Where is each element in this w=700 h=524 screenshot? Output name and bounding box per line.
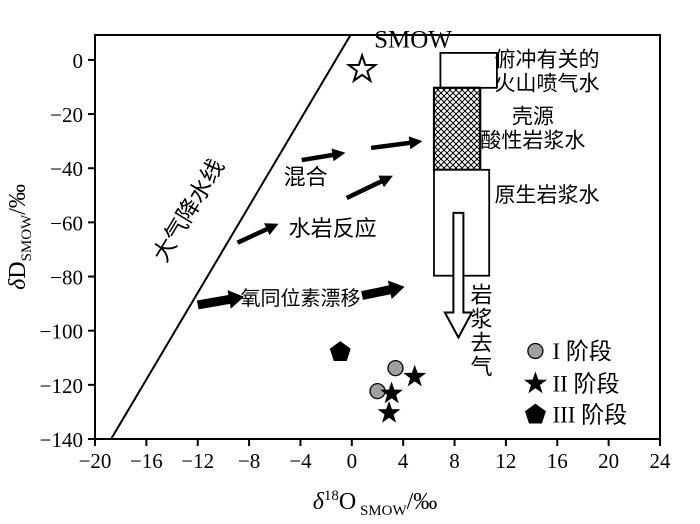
process-arrow-medium <box>236 223 279 245</box>
x-tick-label: −20 <box>79 449 112 473</box>
x-tick-label: 12 <box>495 449 516 473</box>
field-label-subduction-volcanic-gas-water: 俯冲有关的火山喷气水 <box>495 48 600 96</box>
y-axis-title: δDSMOW/‰ <box>5 184 35 290</box>
annotation-2: 氧同位素漂移 <box>241 287 361 310</box>
y-tick-label: −40 <box>50 157 83 181</box>
x-tick-label: 0 <box>347 449 358 473</box>
marker-circle <box>527 342 544 360</box>
x-tick-label: 24 <box>650 449 672 473</box>
x-axis-title: δ18O SMOW/‰ <box>313 488 438 519</box>
marker-star <box>403 364 427 387</box>
y-tick-label: −120 <box>40 374 83 398</box>
field-box-crustal-acidic-magmatic-water <box>432 86 482 171</box>
x-tick-label: 8 <box>449 449 460 473</box>
y-tick-label: −60 <box>50 211 83 235</box>
field-label-crustal-acidic-magmatic-water: 壳源酸性岩浆水 <box>480 105 585 153</box>
magma-degassing-arrow <box>443 211 474 340</box>
meteoric-water-line-label: 大气降水线 <box>148 155 229 266</box>
process-arrow-medium <box>345 175 393 200</box>
process-arrow-medium <box>370 136 423 151</box>
x-tick-label: −8 <box>238 449 260 473</box>
y-tick-label: −100 <box>40 320 83 344</box>
process-arrow-thick <box>361 280 405 300</box>
marker-pentagon <box>525 403 546 424</box>
marker-star <box>524 371 547 394</box>
x-tick-label: 16 <box>547 449 568 473</box>
marker-star <box>377 401 401 423</box>
marker-pentagon <box>329 341 351 361</box>
x-tick-label: −16 <box>130 449 163 473</box>
x-tick-label: −12 <box>181 449 214 473</box>
legend-label-star: II 阶段 <box>552 371 619 396</box>
marker-circle <box>387 359 404 377</box>
x-tick-label: 4 <box>398 449 409 473</box>
plot-frame <box>94 34 661 440</box>
magma-degassing-label: 岩浆去气 <box>470 282 492 379</box>
y-tick-label: 0 <box>73 49 84 73</box>
meteoric-water-line <box>110 34 352 440</box>
y-tick-label: −80 <box>50 266 83 290</box>
field-label-primary-magmatic-water: 原生岩浆水 <box>495 183 600 207</box>
x-tick-label: 20 <box>598 449 619 473</box>
smow-label: SMOW <box>374 26 452 53</box>
smow-star-marker <box>345 52 379 84</box>
annotation-0: 混合 <box>284 165 328 190</box>
y-tick-label: −20 <box>50 103 83 127</box>
process-arrow-thick <box>196 290 244 310</box>
x-tick-label: −4 <box>289 449 312 473</box>
marker-star <box>380 381 403 404</box>
process-arrow-medium <box>301 148 346 163</box>
legend-label-circle: I 阶段 <box>552 339 611 364</box>
annotation-1: 水岩反应 <box>289 216 377 241</box>
legend-label-pentagon: III 阶段 <box>552 403 627 428</box>
field-box-subduction-volcanic-gas-water <box>439 52 498 89</box>
y-tick-label: −140 <box>40 428 83 452</box>
